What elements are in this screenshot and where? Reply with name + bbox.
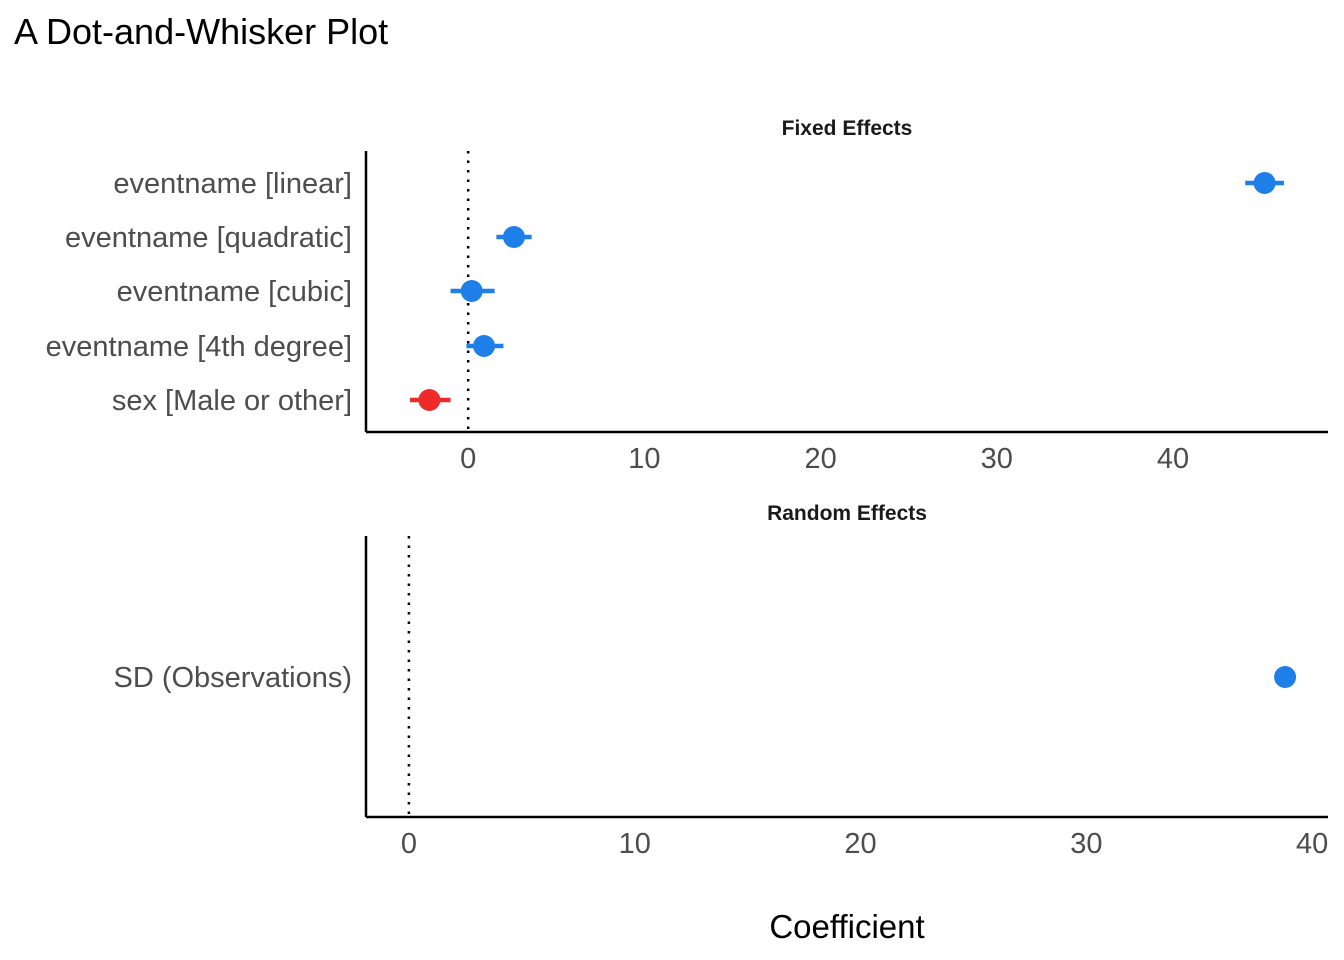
y-tick-label: SD (Observations)	[113, 662, 352, 694]
x-tick-label: 0	[460, 443, 476, 475]
x-tick-label: 10	[619, 828, 651, 860]
estimate-point	[1253, 172, 1276, 194]
estimate-point	[418, 389, 441, 411]
y-tick-label: eventname [linear]	[113, 168, 352, 200]
y-tick-label: eventname [cubic]	[117, 276, 352, 308]
chart-panels: Fixed Effects 0 10 20 30 40 eventname [linear]…	[46, 117, 1329, 860]
x-tick-label: 20	[844, 828, 876, 860]
x-tick-label: 40	[1157, 443, 1189, 475]
panel-1: Random Effects 0 10 20 30 40 SD (Observations)	[113, 502, 1328, 860]
chart-title: A Dot-and-Whisker Plot	[14, 11, 388, 52]
panel-0: Fixed Effects 0 10 20 30 40 eventname [linear]…	[46, 117, 1328, 475]
x-tick-label: 30	[1070, 828, 1102, 860]
x-tick-label: 10	[628, 443, 660, 475]
y-tick-label: eventname [quadratic]	[65, 222, 352, 254]
estimate-point	[503, 226, 525, 248]
x-tick-label: 20	[804, 443, 836, 475]
x-tick-label: 40	[1296, 828, 1328, 860]
y-tick-label: sex [Male or other]	[112, 385, 352, 417]
estimate-point	[1274, 666, 1297, 688]
facet-title: Random Effects	[767, 502, 927, 525]
x-tick-label: 0	[401, 828, 417, 860]
estimate-point	[460, 280, 483, 302]
y-tick-label: eventname [4th degree]	[46, 331, 352, 363]
estimate-point	[473, 335, 496, 357]
facet-title: Fixed Effects	[782, 117, 913, 140]
x-axis-label: Coefficient	[769, 908, 924, 945]
x-tick-label: 30	[981, 443, 1013, 475]
